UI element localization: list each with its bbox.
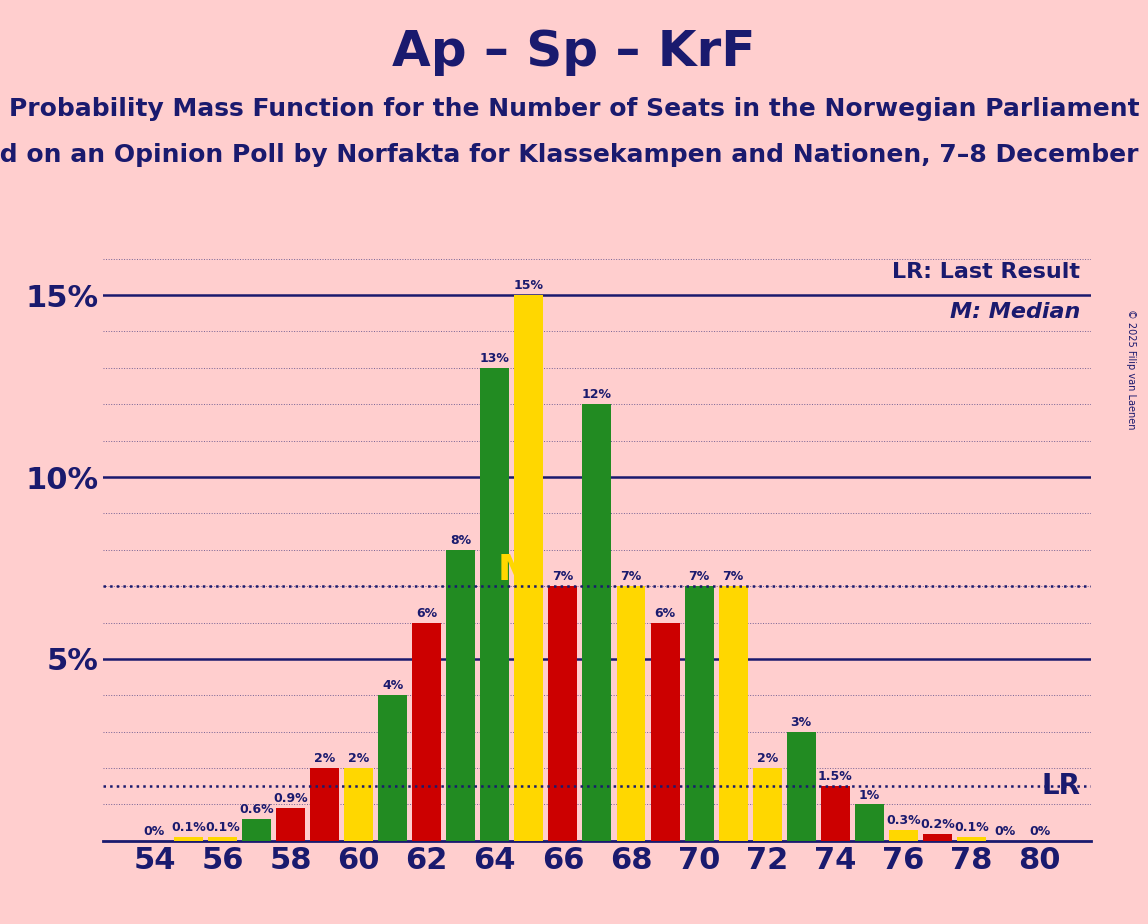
Text: LR: LR (1041, 772, 1080, 800)
Text: 0%: 0% (1029, 825, 1050, 838)
Bar (923, 833, 952, 841)
Text: 8%: 8% (450, 534, 472, 547)
Bar (616, 586, 645, 841)
Text: 12%: 12% (582, 388, 612, 401)
Text: 2%: 2% (315, 752, 335, 765)
Text: © 2025 Filip van Laenen: © 2025 Filip van Laenen (1126, 310, 1135, 430)
Bar (549, 586, 577, 841)
Text: M: Median: M: Median (951, 302, 1080, 322)
Text: 0.1%: 0.1% (205, 821, 240, 834)
Bar (651, 623, 680, 841)
Bar (821, 786, 850, 841)
Bar (208, 837, 236, 841)
Text: 13%: 13% (480, 352, 510, 365)
Text: 0.9%: 0.9% (273, 792, 308, 805)
Text: 7%: 7% (689, 570, 709, 583)
Text: 7%: 7% (722, 570, 744, 583)
Text: 4%: 4% (382, 679, 403, 692)
Text: M: M (497, 553, 534, 587)
Text: 1.5%: 1.5% (817, 771, 853, 784)
Bar (344, 768, 373, 841)
Bar (174, 837, 203, 841)
Bar (684, 586, 714, 841)
Text: Ap – Sp – KrF: Ap – Sp – KrF (393, 28, 755, 76)
Bar (957, 837, 986, 841)
Bar (277, 808, 305, 841)
Bar (786, 732, 816, 841)
Text: 0%: 0% (995, 825, 1016, 838)
Bar (719, 586, 747, 841)
Bar (480, 368, 510, 841)
Text: 0.6%: 0.6% (239, 803, 274, 816)
Bar (582, 405, 612, 841)
Text: 0.3%: 0.3% (886, 814, 921, 827)
Text: 2%: 2% (348, 752, 370, 765)
Bar (310, 768, 339, 841)
Text: 7%: 7% (620, 570, 642, 583)
Text: 7%: 7% (552, 570, 574, 583)
Text: LR: Last Result: LR: Last Result (892, 262, 1080, 283)
Bar (855, 805, 884, 841)
Text: 2%: 2% (757, 752, 778, 765)
Text: 0.1%: 0.1% (954, 821, 988, 834)
Text: 0.1%: 0.1% (171, 821, 205, 834)
Text: 0.2%: 0.2% (920, 818, 955, 831)
Text: 15%: 15% (514, 279, 544, 292)
Bar (889, 830, 918, 841)
Text: Probability Mass Function for the Number of Seats in the Norwegian Parliament: Probability Mass Function for the Number… (9, 97, 1139, 121)
Text: Based on an Opinion Poll by Norfakta for Klassekampen and Nationen, 7–8 December: Based on an Opinion Poll by Norfakta for… (0, 143, 1148, 167)
Text: 1%: 1% (859, 788, 879, 801)
Bar (447, 550, 475, 841)
Bar (514, 295, 543, 841)
Bar (242, 819, 271, 841)
Text: 6%: 6% (654, 607, 676, 620)
Bar (412, 623, 441, 841)
Text: 3%: 3% (791, 716, 812, 729)
Text: 6%: 6% (417, 607, 437, 620)
Bar (378, 696, 408, 841)
Bar (753, 768, 782, 841)
Text: 0%: 0% (144, 825, 165, 838)
